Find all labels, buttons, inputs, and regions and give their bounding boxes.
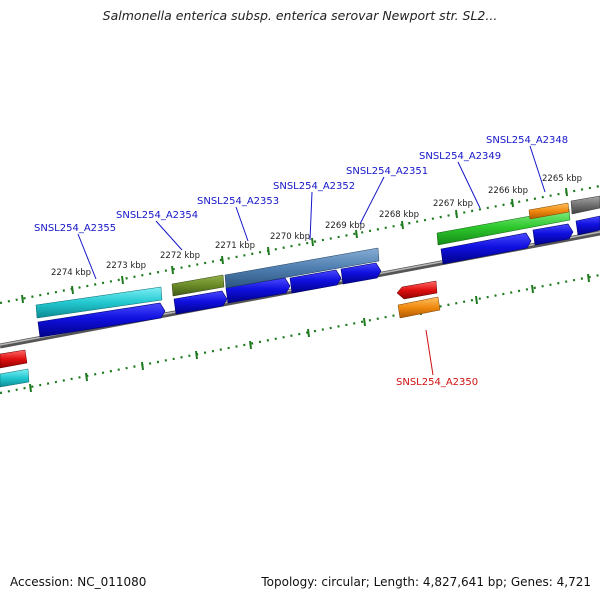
gene-label[interactable]: SNSL254_A2351 (346, 166, 428, 177)
outer-scale-ring (0, 184, 600, 305)
gene-label[interactable]: SNSL254_A2349 (419, 151, 501, 162)
scale-label: 2272 kbp (160, 251, 200, 261)
scale-label: 2270 kbp (270, 232, 310, 242)
genome-summary-text: Topology: circular; Length: 4,827,641 bp… (261, 575, 591, 589)
gene-label[interactable]: SNSL254_A2355 (34, 223, 116, 234)
scale-label: 2269 kbp (325, 221, 365, 231)
cds-arrow[interactable] (173, 290, 228, 315)
scale-label: 2265 kbp (542, 174, 582, 184)
feature-track-reverse (0, 280, 441, 388)
cds-arrow-red[interactable] (0, 349, 28, 369)
feature-bar-olive[interactable] (171, 274, 225, 297)
feature-bar-gray[interactable] (570, 195, 600, 215)
scale-label: 2267 kbp (433, 199, 473, 209)
scale-label: 2273 kbp (106, 261, 146, 271)
cds-arrow[interactable] (575, 215, 600, 236)
scale-label: 2268 kbp (379, 210, 419, 220)
gene-label[interactable]: SNSL254_A2348 (486, 135, 568, 146)
cds-arrow-red[interactable] (396, 280, 438, 300)
cds-arrow[interactable] (340, 262, 382, 285)
scale-label: 2274 kbp (51, 268, 91, 278)
scale-label: 2271 kbp (215, 241, 255, 251)
accession-text: Accession: NC_011080 (10, 575, 147, 589)
map-title: Salmonella enterica subsp. enterica sero… (102, 8, 498, 23)
feature-bar-orange[interactable] (397, 296, 441, 319)
label-leaders (77, 145, 546, 376)
feature-track-forward (35, 195, 600, 319)
gene-label[interactable]: SNSL254_A2353 (197, 196, 279, 207)
cds-track-forward (37, 215, 600, 338)
gene-label[interactable]: SNSL254_A2350 (396, 377, 478, 388)
gene-label[interactable]: SNSL254_A2354 (116, 210, 198, 221)
scale-labels: 2274 kbp 2273 kbp 2272 kbp 2271 kbp 2270… (51, 174, 582, 278)
gene-label[interactable]: SNSL254_A2352 (273, 181, 355, 192)
cds-arrow[interactable] (225, 277, 291, 304)
gene-labels: SNSL254_A2355 SNSL254_A2354 SNSL254_A235… (34, 135, 568, 388)
cds-arrow[interactable] (37, 302, 166, 338)
cds-arrow[interactable] (440, 232, 532, 265)
feature-bar-cyan[interactable] (35, 286, 163, 319)
cds-arrow[interactable] (289, 269, 342, 294)
feature-bar-steel[interactable] (224, 247, 380, 289)
feature-bar-cyan[interactable] (0, 368, 30, 388)
feature-bar-orange[interactable] (528, 202, 570, 220)
scale-label: 2266 kbp (488, 186, 528, 196)
cds-arrow[interactable] (532, 223, 574, 246)
